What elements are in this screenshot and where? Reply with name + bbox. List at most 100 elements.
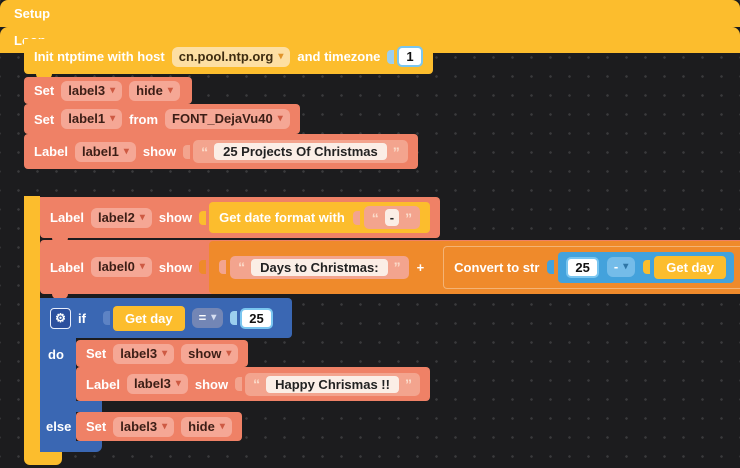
set-label1-font-block[interactable]: Set label1 ▾ from FONT_DejaVu40 ▾ [24,104,300,139]
show-keyword: show [158,259,193,275]
math-operator-dropdown[interactable]: - ▾ [606,257,636,277]
if-keyword: if [78,310,86,326]
from-keyword: from [129,111,159,127]
visibility-value: hide [188,418,215,434]
font-dropdown[interactable]: FONT_DejaVu40 ▾ [165,109,290,129]
string-block[interactable]: “ Happy Chrismas !! ” [245,372,420,396]
label-keyword: Label [50,210,84,225]
puzzle-tab-icon [352,210,360,225]
visibility-dropdown[interactable]: show ▾ [181,343,239,364]
else-keyword: else [46,419,72,434]
label-target-dropdown[interactable]: label3 ▾ [126,374,188,394]
chevron-down-icon: ▾ [277,113,283,124]
label-target-dropdown[interactable]: label0 ▾ [90,257,152,277]
puzzle-tab-icon [199,260,207,274]
set-keyword: Set [34,83,55,98]
label2-show-block[interactable]: Label label2 ▾ show Get date format with… [40,197,441,243]
setup-hat-block[interactable]: Setup [0,0,740,27]
string-field[interactable]: Happy Chrismas !! [266,375,399,393]
close-quote-icon: ” [392,143,400,160]
get-date-format-block[interactable]: Get date format with “ - ” [209,202,431,233]
chevron-down-icon: ▾ [211,312,217,323]
compare-operator-dropdown[interactable]: = ▾ [191,308,224,328]
label-target-dropdown[interactable]: label3 ▾ [113,416,175,437]
host-dropdown[interactable]: cn.pool.ntp.org ▾ [171,46,291,67]
gear-icon[interactable]: ⚙ [50,307,71,329]
else-set-label3-hide-block[interactable]: Set label3 ▾ hide ▾ [76,412,242,441]
set-keyword: Set [86,346,107,361]
visibility-dropdown[interactable]: hide ▾ [181,416,232,437]
string-field[interactable]: 25 Projects Of Christmas [214,143,387,160]
string-block[interactable]: “ 25 Projects Of Christmas ” [193,140,408,163]
close-quote-icon: ” [393,259,401,275]
get-date-format-label: Get date format with [219,210,345,225]
chevron-down-icon: ▾ [278,50,284,62]
get-day-block[interactable]: Get day [112,305,185,331]
host-dropdown-value: cn.pool.ntp.org [178,48,274,64]
label1-show-block[interactable]: Label label1 ▾ show “ 25 Projects Of Chr… [24,134,418,169]
if-header-block[interactable]: ⚙ if Get day = ▾ 25 [40,298,292,338]
string-field[interactable]: - [384,209,400,226]
do-set-label3-show-block[interactable]: Set label3 ▾ show ▾ [76,340,249,372]
chevron-down-icon: ▾ [226,347,232,359]
chevron-down-icon: ▾ [162,347,168,359]
show-keyword: show [194,376,229,392]
open-quote-icon: “ [253,376,261,392]
do-keyword: do [48,347,64,362]
label-target-value: label2 [97,209,135,225]
loop-left-bar[interactable] [24,196,40,452]
timezone-field[interactable]: 1 [397,46,423,67]
puzzle-tab-icon [387,49,395,64]
chevron-down-icon: ▾ [623,261,629,272]
chevron-down-icon: ▾ [139,211,145,223]
init-ntptime-text: Init ntptime with host [34,49,165,64]
chevron-down-icon: ▾ [139,261,145,272]
label-keyword: Label [50,259,84,275]
visibility-value: hide [136,82,163,98]
close-quote-icon: ” [405,209,413,226]
visibility-value: show [188,345,222,361]
label-target-dropdown[interactable]: label3 ▾ [113,343,175,364]
string-field[interactable]: Days to Christmas: [251,258,388,276]
chevron-down-icon: ▾ [110,113,116,124]
puzzle-tab-icon [102,311,110,325]
chevron-down-icon: ▾ [110,84,116,96]
string-join-block[interactable]: “ Days to Christmas: ” + Convert to str … [209,240,740,294]
visibility-dropdown[interactable]: hide ▾ [129,80,180,101]
convert-to-str-block[interactable]: Convert to str 25 - ▾ Get day [443,245,740,289]
label-target-dropdown[interactable]: label2 ▾ [90,207,152,228]
string-block[interactable]: “ Days to Christmas: ” [230,255,409,279]
label-target-dropdown[interactable]: label1 ▾ [61,109,123,129]
chevron-down-icon: ▾ [219,420,225,432]
plus-operator: + [416,259,425,275]
loop-bottom-bar[interactable] [24,452,62,465]
set-label3-hide-block[interactable]: Set label3 ▾ hide ▾ [24,77,192,109]
font-value: FONT_DejaVu40 [172,111,273,126]
label-target-value: label3 [120,418,158,434]
get-day-block[interactable]: Get day [654,255,726,279]
convert-to-str-label: Convert to str [454,259,540,275]
label-keyword: Label [34,144,68,159]
setup-hat-label: Setup [14,6,51,21]
do-label3-show-block[interactable]: Label label3 ▾ show “ Happy Chrismas !! … [76,367,430,401]
label-target-dropdown[interactable]: label3 ▾ [61,80,123,101]
string-block[interactable]: “ - ” [363,206,421,229]
if-else-separator-bar[interactable] [40,401,102,412]
timezone-text: and timezone [297,49,381,64]
close-quote-icon: ” [404,376,412,392]
label0-show-block[interactable]: Label label0 ▾ show “ Days to Christmas:… [40,240,740,299]
puzzle-tab-icon [219,260,227,274]
puzzle-tab-icon [235,377,243,391]
if-bottom-bar[interactable] [40,441,102,452]
puzzle-tab-icon [643,260,651,274]
math-operator-value: - [613,259,619,274]
open-quote-icon: “ [371,209,379,226]
subtract-math-block[interactable]: 25 - ▾ Get day [558,251,734,283]
chevron-down-icon: ▾ [175,378,181,389]
label-target-value: label1 [81,143,119,159]
number-field[interactable]: 25 [240,307,273,329]
init-ntptime-block[interactable]: Init ntptime with host cn.pool.ntp.org ▾… [24,39,433,79]
label-target-dropdown[interactable]: label1 ▾ [74,141,136,162]
number-field[interactable]: 25 [566,256,599,278]
